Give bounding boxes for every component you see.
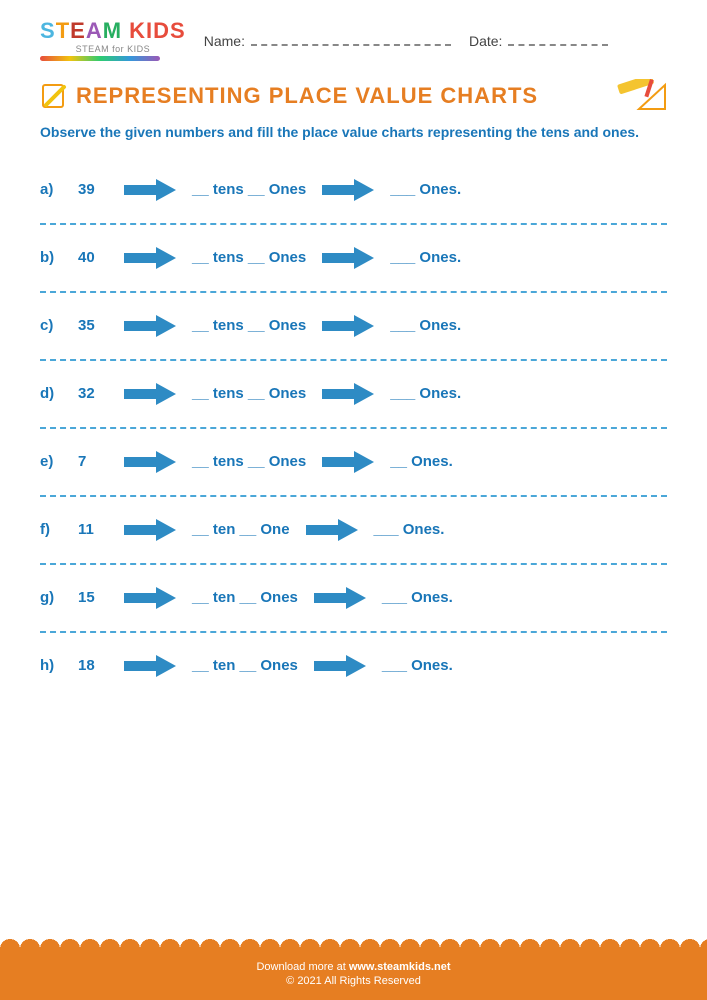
arrow-icon bbox=[124, 587, 176, 609]
question-number: 18 bbox=[78, 657, 108, 674]
footer-prefix: Download more at bbox=[256, 961, 348, 973]
arrow-icon bbox=[124, 655, 176, 677]
arrow-icon bbox=[124, 383, 176, 405]
ones-blank[interactable]: ___ Ones. bbox=[382, 589, 453, 606]
page-title: REPRESENTING PLACE VALUE CHARTS bbox=[76, 83, 611, 109]
logo-text: STEAM KIDS bbox=[40, 20, 186, 42]
question-number: 7 bbox=[78, 453, 108, 470]
question-row: c) 35 __ tens __ Ones ___ Ones. bbox=[40, 293, 667, 361]
tens-ones-blank[interactable]: __ tens __ Ones bbox=[192, 317, 306, 334]
question-label: d) bbox=[40, 385, 62, 402]
question-number: 40 bbox=[78, 249, 108, 266]
question-label: b) bbox=[40, 249, 62, 266]
question-row: e) 7 __ tens __ Ones __ Ones. bbox=[40, 429, 667, 497]
date-field: Date: bbox=[469, 32, 608, 49]
logo-underline bbox=[40, 56, 160, 61]
name-label: Name: bbox=[204, 33, 245, 49]
question-number: 15 bbox=[78, 589, 108, 606]
arrow-icon bbox=[322, 383, 374, 405]
arrow-icon bbox=[314, 587, 366, 609]
ones-blank[interactable]: ___ Ones. bbox=[374, 521, 445, 538]
footer: Download more at www.steamkids.net © 202… bbox=[0, 948, 707, 1000]
question-row: d) 32 __ tens __ Ones ___ Ones. bbox=[40, 361, 667, 429]
question-list: a) 39 __ tens __ Ones ___ Ones. b) 40 __… bbox=[0, 157, 707, 707]
question-row: g) 15 __ ten __ Ones ___ Ones. bbox=[40, 565, 667, 633]
header: STEAM KIDS STEAM for KIDS Name: Date: bbox=[0, 0, 707, 71]
question-number: 35 bbox=[78, 317, 108, 334]
question-number: 11 bbox=[78, 521, 108, 538]
pencil-ruler-icon bbox=[40, 81, 70, 111]
arrow-icon bbox=[124, 451, 176, 473]
ones-blank[interactable]: ___ Ones. bbox=[390, 249, 461, 266]
name-field: Name: bbox=[204, 32, 451, 49]
tens-ones-blank[interactable]: __ ten __ One bbox=[192, 521, 290, 538]
question-row: a) 39 __ tens __ Ones ___ Ones. bbox=[40, 157, 667, 225]
question-label: a) bbox=[40, 181, 62, 198]
footer-line2: © 2021 All Rights Reserved bbox=[286, 975, 421, 987]
ones-blank[interactable]: __ Ones. bbox=[390, 453, 453, 470]
arrow-icon bbox=[322, 179, 374, 201]
arrow-icon bbox=[322, 247, 374, 269]
logo: STEAM KIDS STEAM for KIDS bbox=[40, 20, 186, 61]
question-label: h) bbox=[40, 657, 62, 674]
question-row: f) 11 __ ten __ One ___ Ones. bbox=[40, 497, 667, 565]
ones-blank[interactable]: ___ Ones. bbox=[382, 657, 453, 674]
ones-blank[interactable]: ___ Ones. bbox=[390, 317, 461, 334]
instructions: Observe the given numbers and fill the p… bbox=[0, 119, 707, 157]
question-label: f) bbox=[40, 521, 62, 538]
question-row: b) 40 __ tens __ Ones ___ Ones. bbox=[40, 225, 667, 293]
ones-blank[interactable]: ___ Ones. bbox=[390, 385, 461, 402]
question-number: 32 bbox=[78, 385, 108, 402]
question-label: e) bbox=[40, 453, 62, 470]
arrow-icon bbox=[124, 247, 176, 269]
arrow-icon bbox=[322, 451, 374, 473]
tens-ones-blank[interactable]: __ tens __ Ones bbox=[192, 181, 306, 198]
footer-line1: Download more at www.steamkids.net bbox=[256, 961, 450, 973]
date-input-line[interactable] bbox=[508, 32, 608, 46]
question-label: g) bbox=[40, 589, 62, 606]
tens-ones-blank[interactable]: __ ten __ Ones bbox=[192, 589, 298, 606]
question-row: h) 18 __ ten __ Ones ___ Ones. bbox=[40, 633, 667, 707]
logo-subtext: STEAM for KIDS bbox=[40, 44, 186, 54]
question-label: c) bbox=[40, 317, 62, 334]
title-bar: REPRESENTING PLACE VALUE CHARTS bbox=[0, 71, 707, 119]
arrow-icon bbox=[322, 315, 374, 337]
arrow-icon bbox=[124, 315, 176, 337]
date-label: Date: bbox=[469, 33, 502, 49]
question-number: 39 bbox=[78, 181, 108, 198]
ruler-triangle-icon bbox=[617, 79, 667, 113]
arrow-icon bbox=[124, 179, 176, 201]
tens-ones-blank[interactable]: __ ten __ Ones bbox=[192, 657, 298, 674]
tens-ones-blank[interactable]: __ tens __ Ones bbox=[192, 453, 306, 470]
name-input-line[interactable] bbox=[251, 32, 451, 46]
tens-ones-blank[interactable]: __ tens __ Ones bbox=[192, 385, 306, 402]
tens-ones-blank[interactable]: __ tens __ Ones bbox=[192, 249, 306, 266]
arrow-icon bbox=[314, 655, 366, 677]
arrow-icon bbox=[306, 519, 358, 541]
ones-blank[interactable]: ___ Ones. bbox=[390, 181, 461, 198]
footer-url: www.steamkids.net bbox=[349, 961, 451, 973]
arrow-icon bbox=[124, 519, 176, 541]
